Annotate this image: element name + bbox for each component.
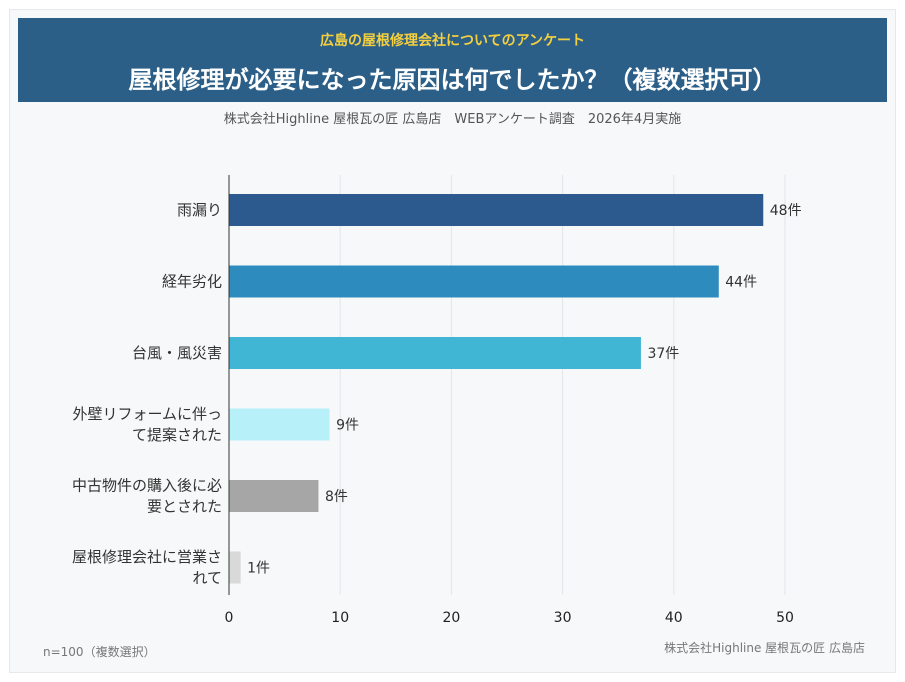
x-tick-label: 40	[665, 610, 683, 626]
value-label-5: 1件	[247, 561, 270, 577]
category-label-4: 要とされた	[147, 498, 222, 516]
x-tick-labels: 0 10 20 30 40 50	[225, 610, 794, 626]
category-label-4: 中古物件の購入後に必	[72, 477, 222, 495]
category-label-5: れて	[192, 569, 222, 587]
bar-5	[229, 551, 241, 584]
category-label-3: て提案された	[132, 426, 222, 444]
credit-note: 株式会社Highline 屋根瓦の匠 広島店	[664, 641, 865, 655]
chart-frame: 広島の屋根修理会社についてのアンケート 屋根修理が必要になった原因は何でしたか？…	[9, 9, 896, 673]
survey-info: 株式会社Highline 屋根瓦の匠 広島店 WEBアンケート調査 2026年4…	[223, 112, 682, 127]
header-subtitle: 広島の屋根修理会社についてのアンケート	[319, 33, 586, 49]
value-label-2: 37件	[647, 346, 679, 362]
bar-chart: 雨漏り経年劣化台風・風災害外壁リフォームに伴って提案された中古物件の購入後に必要…	[72, 175, 802, 626]
bars	[229, 194, 764, 584]
x-tick-label: 30	[554, 610, 572, 626]
x-tick-label: 0	[225, 610, 234, 626]
value-label-4: 8件	[325, 489, 348, 505]
x-tick-label: 10	[331, 610, 349, 626]
category-label-1: 経年劣化	[162, 273, 222, 291]
value-label-3: 9件	[336, 418, 359, 434]
x-tick-label: 50	[776, 610, 794, 626]
sample-note: n=100（複数選択）	[43, 645, 156, 659]
value-labels: 48件 44件 37件 9件 8件 1件	[247, 203, 801, 577]
category-labels: 雨漏り経年劣化台風・風災害外壁リフォームに伴って提案された中古物件の購入後に必要…	[72, 201, 222, 587]
category-label-0: 雨漏り	[177, 201, 222, 219]
bar-4	[229, 480, 319, 512]
category-label-2: 台風・風災害	[132, 344, 222, 362]
bar-1	[229, 265, 719, 298]
category-label-5: 屋根修理会社に営業さ	[72, 548, 222, 566]
x-tick-label: 20	[442, 610, 460, 626]
header-banner: 広島の屋根修理会社についてのアンケート 屋根修理が必要になった原因は何でしたか？…	[18, 18, 887, 102]
category-label-3: 外壁リフォームに伴っ	[72, 405, 222, 423]
value-label-1: 44件	[725, 275, 757, 291]
bar-0	[229, 194, 764, 226]
bar-3	[229, 408, 330, 441]
value-label-0: 48件	[770, 203, 802, 219]
bar-2	[229, 337, 641, 369]
grid-lines	[228, 175, 786, 595]
chart-title: 屋根修理が必要になった原因は何でしたか？（複数選択可）	[128, 66, 777, 94]
